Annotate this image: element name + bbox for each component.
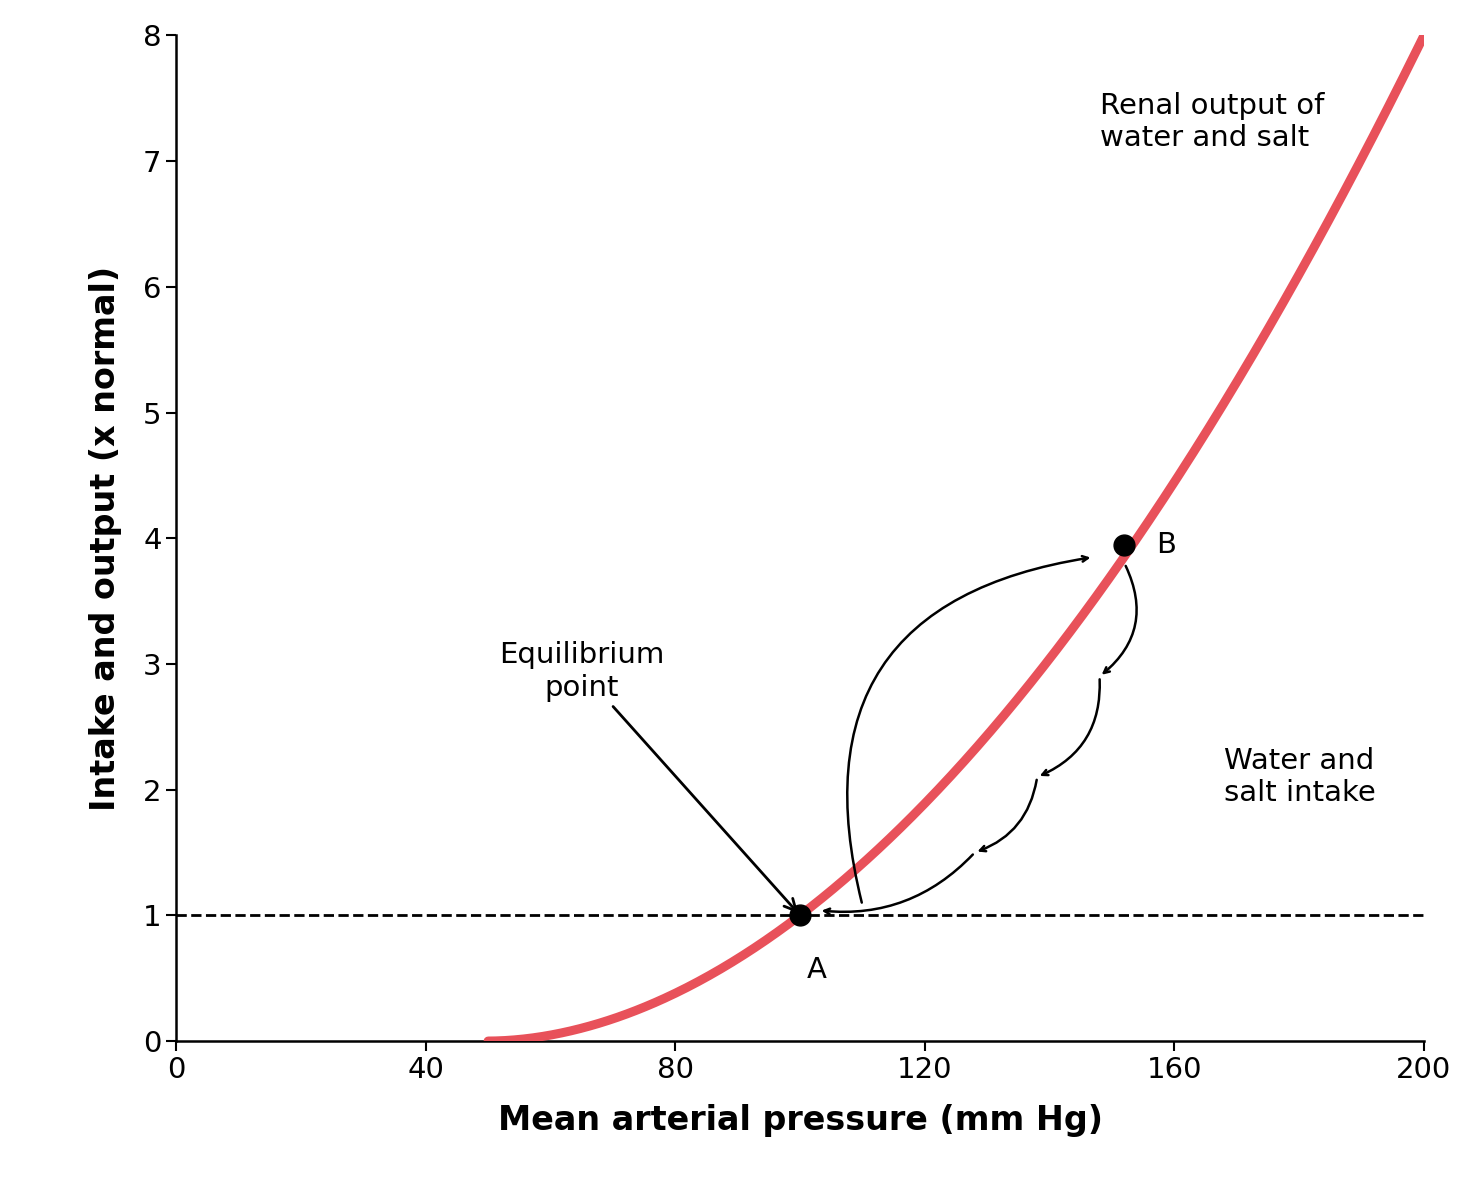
Text: Equilibrium
point: Equilibrium point xyxy=(499,641,796,911)
Text: B: B xyxy=(1155,530,1176,558)
Text: Renal output of
water and salt: Renal output of water and salt xyxy=(1100,92,1324,153)
Y-axis label: Intake and output (x normal): Intake and output (x normal) xyxy=(90,266,122,810)
Text: Water and
salt intake: Water and salt intake xyxy=(1224,746,1376,807)
Text: A: A xyxy=(806,956,826,983)
X-axis label: Mean arterial pressure (mm Hg): Mean arterial pressure (mm Hg) xyxy=(498,1105,1102,1138)
